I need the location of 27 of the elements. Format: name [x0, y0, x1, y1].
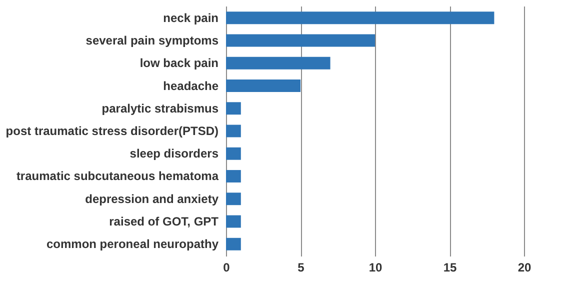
- bar: [226, 12, 494, 24]
- y-tick-label: traumatic subcutaneous hematoma: [16, 169, 219, 184]
- bar: [226, 56, 330, 70]
- x-tick-label: 20: [518, 260, 532, 274]
- bar: [226, 238, 241, 250]
- y-tick-label: raised of GOT, GPT: [109, 214, 220, 228]
- bar: [226, 215, 241, 228]
- bar: [226, 170, 241, 182]
- y-tick-label: low back pain: [140, 56, 218, 70]
- x-tick-label: 10: [368, 260, 382, 274]
- y-tick-label: headache: [163, 78, 219, 93]
- bar: [226, 80, 300, 92]
- y-tick-label: post traumatic stress disorder(PTSD): [6, 124, 219, 138]
- bar: [226, 192, 241, 206]
- y-tick-label: neck pain: [163, 10, 218, 25]
- bar: [226, 102, 241, 115]
- x-tick-label: 5: [298, 260, 305, 274]
- y-tick-label: depression and anxiety: [85, 192, 219, 206]
- y-tick-label: paralytic strabismus: [102, 101, 219, 116]
- y-tick-label: common peroneal neuropathy: [46, 237, 219, 252]
- bar: [226, 124, 241, 138]
- x-tick-label: 0: [223, 260, 230, 274]
- bar: [226, 34, 375, 47]
- x-tick-label: 15: [443, 260, 457, 274]
- y-tick-label: several pain symptoms: [86, 34, 219, 48]
- bar: [226, 147, 241, 160]
- y-tick-label: sleep disorders: [130, 146, 219, 161]
